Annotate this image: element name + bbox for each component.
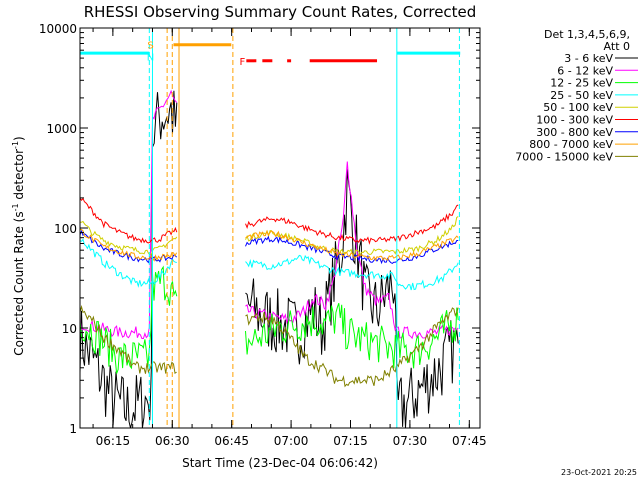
legend-header-attenuator: Att 0	[604, 40, 630, 53]
y-axis-label-sup2: -1	[11, 141, 20, 149]
legend-label: 300 - 800 keV	[536, 126, 613, 139]
x-tick-label: 06:15	[96, 434, 131, 448]
axis-ticks: 1 10 100 1000 10000 06:15 06:30 06:45 07:00 07:15…	[39, 22, 487, 448]
legend-label: 6 - 12 keV	[557, 64, 613, 77]
footer-timestamp: 23-Oct-2021 20:25	[561, 468, 637, 477]
series-line-6	[79, 229, 459, 265]
legend-label: 7000 - 15000 keV	[515, 150, 613, 163]
x-tick-label: 06:30	[155, 434, 190, 448]
series-line-0	[79, 90, 459, 429]
flag-label-s: S	[147, 41, 153, 52]
y-tick-label: 1	[69, 422, 77, 436]
legend-label: 100 - 300 keV	[536, 114, 613, 127]
series-layer	[79, 89, 459, 429]
series-line-8	[79, 304, 459, 388]
y-axis-label-end: )	[12, 136, 26, 141]
chart-title: RHESSI Observing Summary Count Rates, Co…	[84, 3, 477, 21]
x-tick-label: 07:00	[274, 434, 309, 448]
legend-label: 12 - 25 keV	[550, 77, 613, 90]
legend-label: 25 - 50 keV	[550, 89, 613, 102]
y-tick-label: 10	[62, 322, 77, 336]
series-line-5	[79, 197, 459, 245]
series-line-4	[80, 216, 459, 256]
y-tick-label: 1000	[46, 122, 77, 136]
series-line-3	[79, 238, 459, 291]
x-tick-label: 06:45	[214, 434, 249, 448]
plot-frame	[79, 27, 481, 429]
flag-label-f: F	[239, 57, 245, 68]
flag-label-n: N	[147, 52, 154, 63]
x-axis-label: Start Time (23-Dec-04 06:06:42)	[182, 456, 378, 470]
series-line-7	[79, 228, 459, 262]
y-axis-label: Corrected Count Rate (s-1 detector-1)	[11, 136, 26, 355]
x-tick-label: 07:30	[393, 434, 428, 448]
legend-label: 800 - 7000 keV	[529, 138, 613, 151]
series-line-1	[79, 89, 459, 340]
legend-label: 50 - 100 keV	[543, 101, 613, 114]
annotation-layer: SN F	[79, 28, 461, 428]
y-axis-label-main: Corrected Count Rate (s	[12, 211, 26, 355]
y-tick-label: 10000	[39, 22, 77, 36]
x-tick-label: 07:15	[333, 434, 368, 448]
legend-header-detectors: Det 1,3,4,5,6,9,	[544, 28, 630, 41]
x-tick-label: 07:45	[452, 434, 487, 448]
y-axis-label-sup1: -1	[11, 203, 20, 211]
y-axis-label-mid: detector	[12, 149, 26, 204]
y-tick-label: 100	[54, 222, 77, 236]
legend-label: 3 - 6 keV	[564, 52, 613, 65]
